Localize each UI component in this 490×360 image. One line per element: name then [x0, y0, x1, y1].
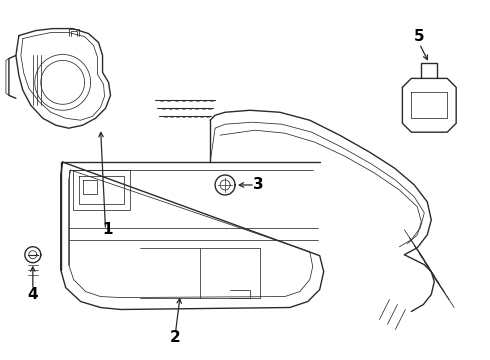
Text: 5: 5	[414, 29, 425, 44]
Text: 4: 4	[27, 287, 38, 302]
Text: 2: 2	[170, 330, 181, 345]
Text: 1: 1	[102, 222, 113, 237]
Text: 3: 3	[253, 177, 263, 193]
